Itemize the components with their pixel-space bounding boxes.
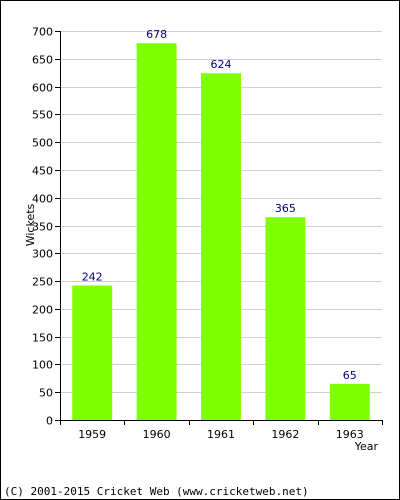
axes: [55, 31, 383, 425]
x-axis-label: Year: [354, 440, 379, 453]
y-tick-label: 650: [32, 54, 53, 67]
y-tick-label: 250: [32, 276, 53, 289]
x-tick-label: 1961: [207, 428, 235, 441]
data-label-1961: 624: [211, 58, 232, 71]
y-tick-label: 400: [32, 193, 53, 206]
data-label-1963: 65: [343, 369, 357, 382]
y-tick-label: 0: [46, 415, 53, 428]
y-tick-label: 350: [32, 221, 53, 234]
y-tick-label: 100: [32, 359, 53, 372]
bars: [72, 43, 370, 421]
y-tick-label: 450: [32, 165, 53, 178]
bar-1961: [201, 73, 241, 420]
x-tick-label: 1962: [271, 428, 299, 441]
bar-1960: [136, 43, 177, 421]
y-tick-label: 500: [32, 137, 53, 150]
y-tick-label: 700: [32, 26, 53, 39]
bar-1963: [329, 383, 370, 420]
y-tick-label: 200: [32, 304, 53, 317]
x-tick-label: 1960: [143, 428, 171, 441]
y-tick-label: 600: [32, 82, 53, 95]
data-label-1960: 678: [146, 28, 167, 41]
data-label-1959: 242: [82, 271, 103, 284]
labels: 0 50 100 150 200 250 300 350 400 450 500 550 600 650 7…: [32, 26, 364, 442]
bar-1959: [72, 285, 113, 420]
x-tick-label: 1963: [336, 428, 364, 441]
bar-1962: [265, 217, 306, 420]
y-tick-label: 300: [32, 248, 53, 261]
y-tick-label: 150: [32, 332, 53, 345]
x-tick-label: 1959: [78, 428, 106, 441]
y-axis-label: Wickets: [24, 203, 37, 246]
y-tick-label: 50: [39, 387, 53, 400]
copyright-footer: (C) 2001-2015 Cricket Web (www.cricketwe…: [4, 485, 309, 498]
y-tick-label: 550: [32, 109, 53, 122]
data-label-1962: 365: [275, 202, 296, 215]
